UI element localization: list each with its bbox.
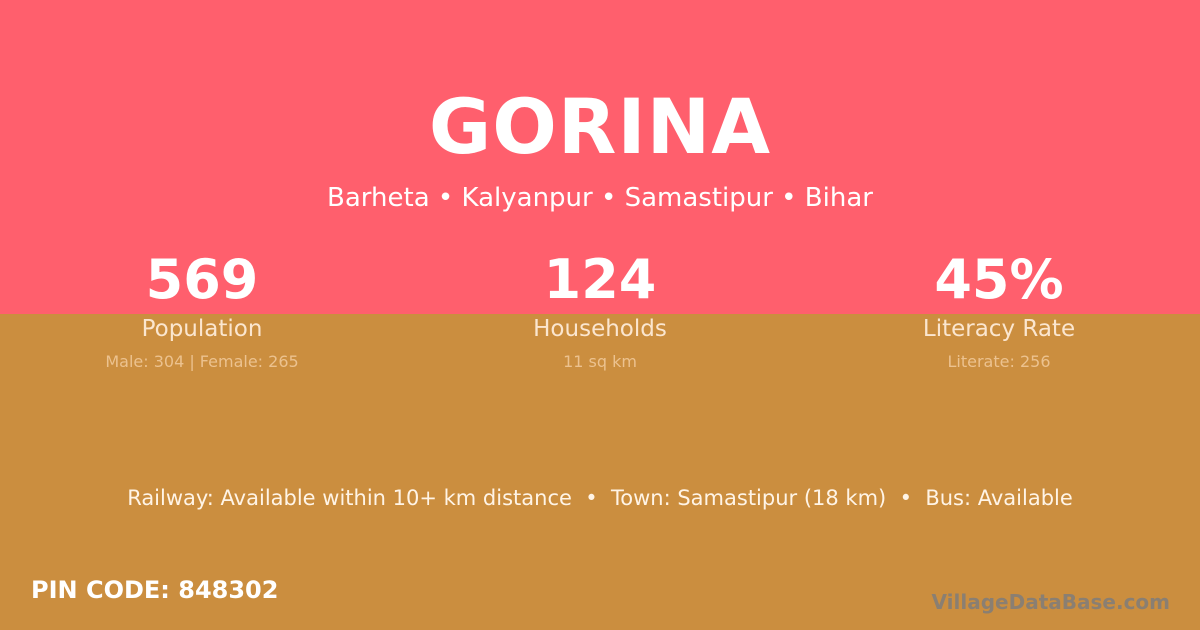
- stat-households: 124 Households 11 sq km: [400, 248, 800, 371]
- stat-detail: Male: 304 | Female: 265: [105, 352, 299, 371]
- stat-value: 124: [543, 248, 657, 311]
- brand-watermark: VillageDataBase.com: [931, 590, 1170, 614]
- stat-label: Literacy Rate: [922, 316, 1076, 342]
- stat-detail: 11 sq km: [563, 352, 637, 371]
- stat-literacy: 45% Literacy Rate Literate: 256: [799, 248, 1199, 371]
- stat-detail: Literate: 256: [947, 352, 1051, 371]
- village-title: GORINA: [428, 82, 772, 171]
- stat-value: 45%: [934, 248, 1064, 311]
- stat-population: 569 Population Male: 304 | Female: 265: [2, 248, 402, 371]
- connectivity-info: Railway: Available within 10+ km distanc…: [127, 486, 1073, 510]
- header-band: [0, 0, 1200, 314]
- stat-value: 569: [145, 248, 259, 311]
- stat-label: Population: [141, 316, 263, 342]
- stat-label: Households: [533, 316, 667, 342]
- pin-code: PIN CODE: 848302: [31, 576, 279, 604]
- location-breadcrumb: Barheta • Kalyanpur • Samastipur • Bihar: [327, 183, 873, 213]
